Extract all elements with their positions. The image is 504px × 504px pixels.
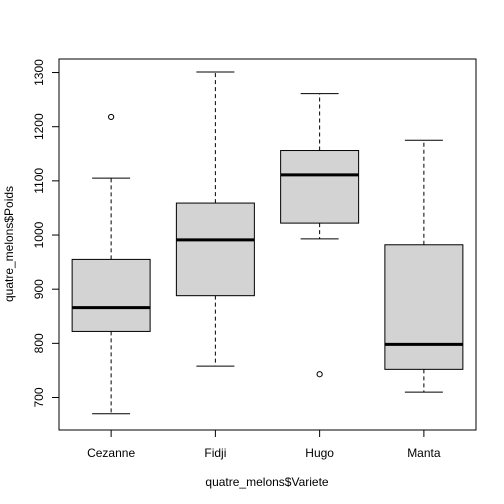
y-tick-label: 700 — [32, 387, 46, 407]
x-tick-label: Manta — [407, 446, 441, 460]
y-tick-label: 800 — [32, 333, 46, 353]
x-tick-label: Hugo — [305, 446, 334, 460]
box-iqr — [280, 150, 360, 224]
box-cezanne — [71, 113, 151, 415]
x-tick-label: Fidji — [204, 446, 226, 460]
y-axis: 700 800 900 1000 1100 1200 1300 — [32, 59, 59, 408]
box-iqr — [175, 202, 255, 297]
outlier-point — [108, 113, 115, 121]
y-tick-label: 1300 — [32, 59, 46, 86]
x-axis: Cezanne Fidji Hugo Manta — [87, 430, 441, 460]
y-tick-label: 1100 — [32, 168, 46, 194]
y-tick-label: 1000 — [32, 221, 46, 248]
y-tick-label: 1200 — [32, 113, 46, 140]
outlier-point — [316, 371, 323, 378]
plot-frame — [58, 58, 477, 431]
box-fidji — [175, 71, 255, 367]
y-tick-label: 900 — [32, 279, 46, 299]
box-series — [71, 71, 464, 415]
box-manta — [384, 139, 464, 393]
box-hugo — [280, 93, 360, 378]
x-tick-label: Cezanne — [87, 446, 135, 460]
box-iqr — [71, 258, 151, 332]
x-axis-label: quatre_melons$Variete — [205, 475, 329, 489]
y-axis-label: quatre_melons$Poids — [2, 186, 16, 302]
box-iqr — [384, 244, 464, 370]
